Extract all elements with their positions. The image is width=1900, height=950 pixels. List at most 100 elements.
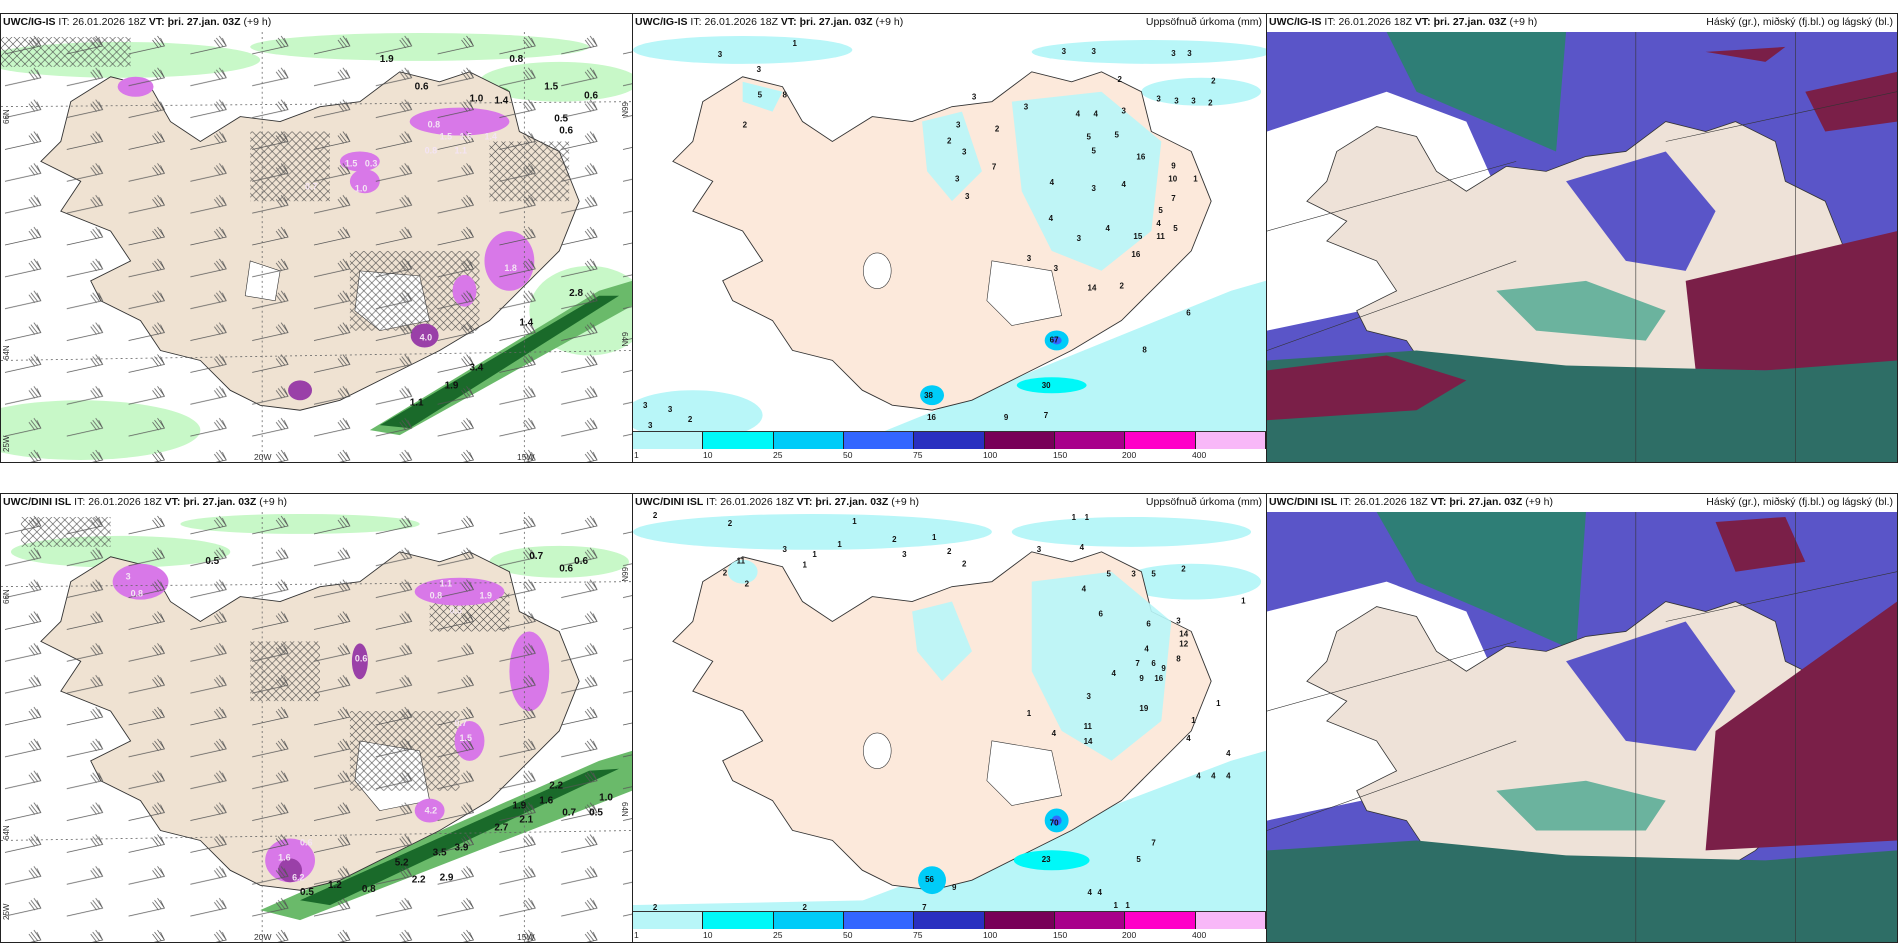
value-label: 1.9	[512, 801, 526, 812]
value-label: 70	[1050, 818, 1059, 827]
value-label: 4	[1226, 772, 1231, 781]
panel-top-right: UWC/IG-IS IT: 26.01.2026 18Z VT: þri. 27…	[1266, 13, 1898, 463]
vt-label: VT:	[1414, 16, 1431, 28]
vt-value: þri. 27.jan. 03Z	[167, 16, 241, 28]
value-label: 1.4	[484, 132, 496, 142]
value-label: 0.6	[415, 82, 429, 93]
value-label: 3	[965, 192, 970, 201]
model-name: UWC/IG-IS	[635, 16, 688, 28]
vt-label: VT:	[148, 16, 165, 28]
value-label: 3	[1176, 616, 1181, 625]
panel-title: UWC/IG-IS IT: 26.01.2026 18Z VT: þri. 27…	[3, 16, 271, 28]
colorbar-tick: 400	[1192, 930, 1207, 940]
value-label: 2	[995, 125, 1000, 134]
colorbar-swatches	[633, 912, 1266, 929]
value-label: 2	[802, 903, 807, 912]
value-label: 2.2	[549, 781, 563, 792]
value-label: 1.6	[539, 796, 553, 807]
panel-title: UWC/IG-IS IT: 26.01.2026 18Z VT: þri. 27…	[635, 16, 903, 28]
value-label: 1.5	[460, 733, 472, 743]
value-label: 4	[1226, 749, 1231, 758]
vt-label: VT:	[780, 16, 797, 28]
value-label: 3	[956, 121, 961, 130]
map-canvas: 0.5 0.6 0.7 0.6 2.2 1.9 1.6 2.1 2.7 0.7 …	[1, 512, 632, 942]
lat-label: 66N	[2, 589, 11, 604]
value-label: 3	[955, 174, 960, 183]
value-label: 3	[1087, 692, 1092, 701]
colorbar-tick: 25	[773, 450, 783, 460]
value-label: 1.4	[519, 318, 533, 329]
value-label: 1.9	[380, 54, 394, 65]
value-label: 0.8	[509, 54, 523, 65]
value-label: 0.7	[529, 551, 543, 562]
value-label: 4	[1186, 734, 1191, 743]
colorbar-tick: 200	[1122, 930, 1137, 940]
value-label: 19	[1139, 704, 1148, 713]
value-label: 4	[1098, 888, 1103, 897]
value-label: 9	[1004, 413, 1009, 422]
value-label: 3	[972, 93, 977, 102]
map-wind-precip: 0.5 0.6 0.7 0.6 2.2 1.9 1.6 2.1 2.7 0.7 …	[1, 512, 632, 942]
map-wind-precip: 1.9 0.8 0.6 1.0 1.4 1.5 0.6 0.5 0.6 2.8 …	[1, 32, 632, 462]
value-label: 3	[668, 405, 673, 414]
value-label: 4	[1106, 224, 1111, 233]
colorbar-tick: 100	[983, 450, 998, 460]
lead-time: (+9 h)	[259, 496, 287, 508]
value-label: 38	[924, 391, 933, 400]
value-label: 2	[1117, 75, 1122, 84]
value-label: 2	[728, 519, 733, 528]
value-label: 4	[1080, 543, 1085, 552]
value-label: 0.8	[428, 120, 440, 130]
value-label: 2	[947, 136, 952, 145]
colorbar-tick: 150	[1053, 930, 1068, 940]
vt-label: VT:	[1430, 496, 1447, 508]
value-label: 5	[1136, 855, 1141, 864]
value-label: 7	[922, 903, 927, 912]
vt-value: þri. 27.jan. 03Z	[1449, 496, 1523, 508]
colorbar-tick: 75	[913, 930, 923, 940]
panel-title: UWC/DINI ISL IT: 26.01.2026 18Z VT: þri.…	[3, 496, 287, 508]
field-title: Uppsöfnuð úrkoma (mm)	[1145, 496, 1262, 508]
value-label: 2	[743, 121, 748, 130]
value-label: 0.3	[365, 158, 377, 168]
field-title: Háský (gr.), miðský (fj.bl.) og lágský (…	[1706, 16, 1893, 28]
value-label: 6	[1146, 619, 1151, 628]
value-label: 3.4	[470, 362, 484, 373]
value-label: 5	[1114, 130, 1119, 139]
field-title: Uppsöfnuð úrkoma (mm)	[1145, 16, 1262, 28]
lon-label: 15W	[517, 452, 535, 462]
panel-title: UWC/DINI ISL IT: 26.01.2026 18Z VT: þri.…	[1269, 496, 1553, 508]
value-label: 3	[1037, 545, 1042, 554]
value-label: 4	[1121, 180, 1126, 189]
colorbar-tick: 10	[703, 450, 713, 460]
value-label: 1	[1113, 901, 1118, 910]
value-label: 11	[1084, 722, 1093, 731]
value-label: 1	[1027, 709, 1032, 718]
value-label: 7	[1135, 659, 1140, 668]
value-label: 0.7	[305, 181, 317, 191]
vt-label: VT:	[164, 496, 181, 508]
value-label: 1.5	[440, 132, 452, 142]
value-label: 1	[1193, 174, 1198, 183]
value-label: 1	[1085, 513, 1090, 522]
value-label: 1.0	[355, 183, 367, 193]
value-label: 30	[1042, 381, 1051, 390]
lat-label-right: 66N	[620, 567, 629, 582]
value-label: 0.5	[589, 808, 603, 819]
value-label: 16	[1154, 674, 1163, 683]
value-label: 1.4	[494, 96, 508, 107]
value-label: 5	[758, 91, 763, 100]
it-value: 26.01.2026 18Z	[720, 496, 794, 508]
value-label: 1.0	[599, 793, 613, 804]
value-label: 4	[1156, 219, 1161, 228]
value-label: 16	[1131, 250, 1140, 259]
value-label: 0.7	[455, 718, 467, 728]
it-label: IT:	[1340, 496, 1352, 508]
value-label: 2	[745, 580, 750, 589]
value-label: 7	[992, 162, 997, 171]
panel-bottom-right: UWC/DINI ISL IT: 26.01.2026 18Z VT: þri.…	[1266, 493, 1898, 943]
value-label: 6	[1186, 309, 1191, 318]
colorbar-tick: 200	[1122, 450, 1137, 460]
colorbar-tick: 50	[843, 450, 853, 460]
colorbar-swatch	[773, 432, 844, 449]
